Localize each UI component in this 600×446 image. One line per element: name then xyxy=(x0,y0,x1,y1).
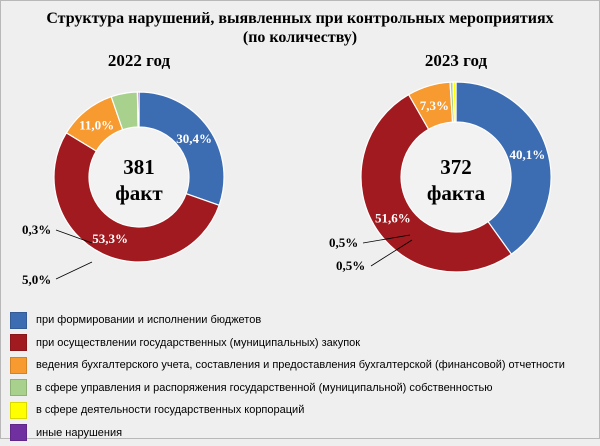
legend-swatch xyxy=(10,311,27,329)
data-label-budget: 30,4% xyxy=(176,131,212,146)
chart-year-title: 2022 год xyxy=(108,51,171,70)
legend-item-budget: при формировании и исполнении бюджетов xyxy=(10,310,595,330)
data-label-accounting: 7,3% xyxy=(420,98,449,113)
donut-center xyxy=(90,128,188,226)
legend-label: при осуществлении государственных (муниц… xyxy=(36,336,361,349)
chart-year-title: 2023 год xyxy=(425,51,488,70)
leader-line-property xyxy=(370,239,413,267)
legend-swatch xyxy=(10,379,27,397)
donut-slice-budget xyxy=(455,81,552,256)
legend-item-procurement: при осуществлении государственных (муниц… xyxy=(10,333,595,353)
leader-line-corporations xyxy=(362,234,411,244)
center-value: 381 xyxy=(123,155,155,179)
legend-label: иные нарушения xyxy=(36,426,123,439)
data-label-property: 0,5% xyxy=(336,258,365,273)
data-label-corporations: 0,5% xyxy=(329,235,358,250)
donut-slice-budget xyxy=(138,91,225,207)
legend-item-other: иные нарушения xyxy=(10,423,595,443)
legend-label: при формировании и исполнении бюджетов xyxy=(36,314,262,326)
legend-item-accounting: ведения бухгалтерского учета, составлени… xyxy=(10,355,595,375)
data-label-other: 0,3% xyxy=(22,222,51,237)
chart-title: Структура нарушений, выявленных при конт… xyxy=(46,10,554,46)
legend-item-corporations: в сфере деятельности государственных кор… xyxy=(10,400,595,420)
data-label-accounting: 11,0% xyxy=(79,117,114,132)
donut-slice-procurement xyxy=(53,131,220,263)
center-label: факт xyxy=(115,181,163,205)
donut-center xyxy=(402,123,510,231)
legend: при формировании и исполнении бюджетов пр… xyxy=(10,310,595,446)
donut-slice-other xyxy=(136,91,140,128)
legend-swatch xyxy=(10,401,27,419)
data-label-property: 5,0% xyxy=(22,272,51,287)
donut-charts: 2022 год30,4%53,3%11,0%5,0%0,3%381факт20… xyxy=(22,51,552,287)
leader-line-other xyxy=(55,229,93,244)
legend-item-property: в сфере управления и распоряжения госуда… xyxy=(10,378,595,398)
center-value: 372 xyxy=(440,155,472,179)
legend-swatch xyxy=(10,356,27,374)
data-label-procurement: 51,6% xyxy=(375,211,411,226)
donut-slice-procurement xyxy=(360,93,513,273)
leader-line-property xyxy=(55,261,93,280)
legend-label: ведения бухгалтерского учета, составлени… xyxy=(36,359,565,372)
center-label: факта xyxy=(427,181,486,205)
data-label-budget: 40,1% xyxy=(510,147,546,162)
legend-label: в сфере деятельности государственных кор… xyxy=(36,404,305,417)
donut-slice-corporations xyxy=(452,81,457,123)
legend-label: в сфере управления и распоряжения госуда… xyxy=(36,381,493,394)
legend-swatch xyxy=(10,334,27,352)
data-label-procurement: 53,3% xyxy=(92,231,128,246)
